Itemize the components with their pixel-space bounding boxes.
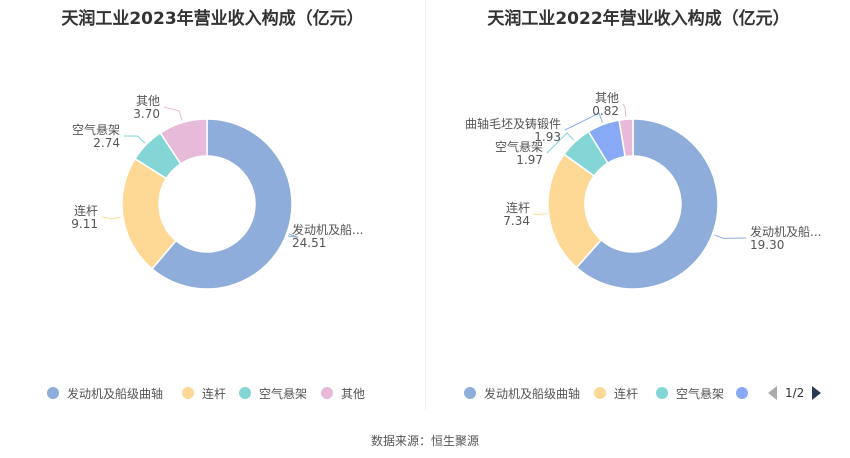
label-leader-line [101, 216, 122, 220]
slice-label: 连杆 [506, 200, 530, 215]
slice-value-label: 1.93 [534, 130, 561, 144]
panel-divider [425, 0, 426, 410]
slice-value-label: 7.34 [503, 214, 530, 228]
label-leader-line [287, 233, 299, 238]
slice-label: 发动机及船... [750, 224, 821, 239]
legend-item[interactable] [736, 383, 756, 403]
legend-2022: 发动机及船级曲轴 连杆 空气悬架 [426, 383, 850, 403]
pager-prev-icon[interactable] [768, 386, 777, 400]
slice-value-label: 9.11 [71, 217, 98, 231]
legend-marker [239, 387, 251, 399]
chart-title: 天润工业2023年营业收入构成（亿元） [61, 9, 364, 29]
slice-value-label: 1.97 [516, 153, 543, 167]
slice-value-label: 0.82 [592, 104, 619, 118]
legend-pager: 1/2 [768, 383, 822, 403]
legend-item[interactable]: 其他 [321, 383, 365, 403]
slice-value-label: 24.51 [292, 236, 326, 250]
label-leader-line [546, 132, 575, 154]
donut-slice[interactable] [618, 118, 634, 158]
legend-label: 发动机及船级曲轴 [484, 386, 581, 401]
label-leader-line [123, 135, 146, 144]
slice-label: 其他 [595, 91, 619, 105]
slice-label: 曲轴毛坯及铸锻件 [465, 116, 561, 131]
legend-marker [736, 387, 748, 399]
slice-label: 连杆 [74, 203, 98, 218]
legend-item[interactable]: 空气悬架 [656, 383, 724, 403]
legend-2023: 发动机及船级曲轴 连杆 空气悬架 其他 [0, 383, 425, 403]
legend-item[interactable]: 连杆 [182, 383, 226, 403]
slice-label: 其他 [136, 94, 160, 108]
label-leader-line [163, 106, 183, 121]
slice-value-label: 19.30 [750, 238, 784, 252]
chart-title: 天润工业2022年营业收入构成（亿元） [487, 9, 790, 29]
legend-item[interactable]: 发动机及船级曲轴 [464, 383, 580, 403]
legend-marker [656, 387, 668, 399]
label-leader-line [564, 112, 604, 131]
donut-slice[interactable] [575, 118, 719, 290]
legend-marker [594, 387, 606, 399]
label-leader-line [714, 234, 747, 239]
slice-value-label: 3.70 [133, 107, 160, 121]
legend-marker [321, 387, 333, 399]
slice-label: 空气悬架 [72, 122, 120, 137]
legend-label: 空气悬架 [259, 386, 308, 401]
slice-label: 发动机及船... [292, 222, 363, 237]
slice-value-label: 2.74 [93, 136, 120, 150]
legend-marker [182, 387, 194, 399]
legend-label: 连杆 [202, 386, 227, 401]
legend-label: 连杆 [614, 386, 639, 401]
legend-marker [47, 387, 59, 399]
slice-label: 空气悬架 [495, 139, 543, 154]
pager-next-icon[interactable] [812, 386, 822, 400]
label-leader-line [533, 213, 547, 216]
legend-label: 其他 [341, 386, 366, 401]
legend-item[interactable]: 发动机及船级曲轴 [47, 383, 163, 403]
legend-item[interactable]: 连杆 [594, 383, 638, 403]
chart-panel-2023: 天润工业2023年营业收入构成（亿元） 发动机及船... 24.51 连杆 9.11 空… [0, 0, 425, 410]
legend-label: 空气悬架 [676, 386, 725, 401]
legend-marker [464, 387, 476, 399]
label-leader-line [622, 103, 627, 118]
donut-slice[interactable] [151, 118, 293, 290]
legend-item[interactable]: 空气悬架 [239, 383, 307, 403]
legend-label: 发动机及船级曲轴 [67, 386, 164, 401]
pager-text: 1/2 [785, 386, 805, 400]
chart-panel-2022: 天润工业2022年营业收入构成（亿元） 发动机及船... 19.30 连杆 7.34 空… [426, 0, 850, 410]
donut-slice[interactable] [159, 118, 208, 165]
data-source: 数据来源：恒生聚源 [370, 434, 479, 448]
